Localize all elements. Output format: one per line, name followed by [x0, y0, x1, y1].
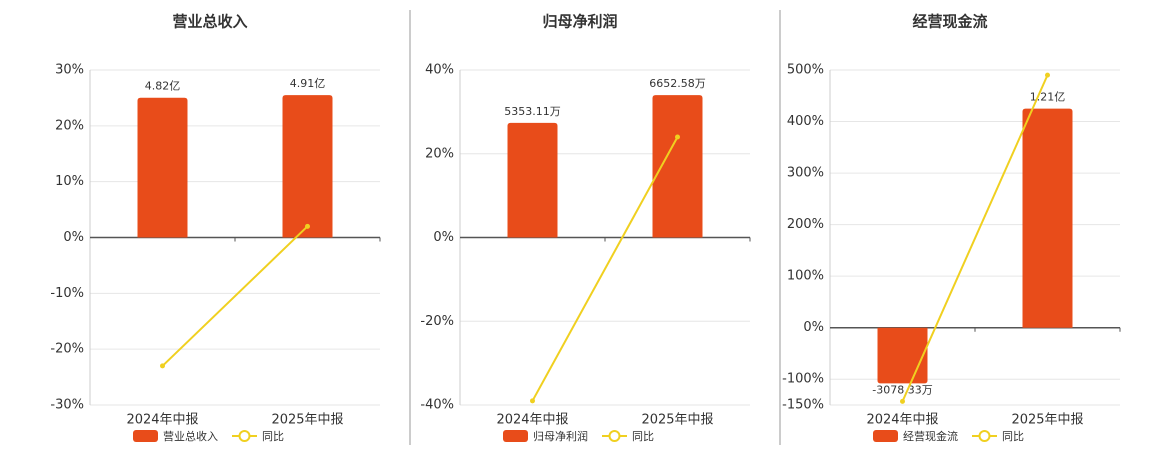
x-tick-label: 2025年中报 — [271, 413, 343, 428]
legend-marker — [608, 430, 621, 442]
y-tick-label: -150% — [782, 398, 824, 413]
point — [530, 398, 535, 404]
legend-swatch — [503, 430, 528, 442]
legend-marker — [978, 430, 991, 442]
y-tick-label: 0% — [803, 320, 824, 335]
point — [675, 134, 680, 140]
y-tick-label: 40% — [425, 63, 454, 78]
y-tick-label: -10% — [50, 286, 84, 301]
point — [305, 223, 310, 229]
legend-label: 同比 — [632, 430, 654, 443]
y-tick-label: 400% — [787, 114, 824, 129]
legend-label: 经营现金流 — [903, 429, 958, 443]
bar — [652, 95, 703, 238]
y-tick-label: 100% — [787, 269, 824, 284]
x-tick-label: 2024年中报 — [496, 413, 568, 428]
y-tick-label: 10% — [55, 174, 84, 189]
y-tick-label: 0% — [63, 230, 84, 245]
x-tick-label: 2024年中报 — [866, 413, 938, 428]
legend-label: 归母净利润 — [533, 429, 588, 443]
y-tick-label: 300% — [787, 166, 824, 181]
bar — [507, 122, 558, 238]
point — [900, 398, 905, 404]
legend-label: 营业总收入 — [163, 429, 218, 443]
y-tick-label: -30% — [50, 398, 84, 413]
y-tick-label: -20% — [420, 314, 454, 329]
chart-title: 经营现金流 — [912, 13, 987, 31]
x-tick-label: 2025年中报 — [641, 413, 713, 428]
x-tick-label: 2025年中报 — [1011, 413, 1083, 428]
point — [160, 363, 165, 369]
y-tick-label: 20% — [425, 146, 454, 161]
line — [531, 136, 679, 402]
chart-title: 归母净利润 — [542, 13, 617, 31]
value-label: 4.91亿 — [290, 77, 326, 90]
bar — [137, 97, 188, 238]
y-tick-label: 0% — [433, 230, 454, 245]
y-tick-label: -40% — [420, 398, 454, 413]
y-tick-label: 500% — [787, 63, 824, 78]
x-tick-label: 2024年中报 — [126, 413, 198, 428]
legend-label: 同比 — [1002, 430, 1024, 443]
chart-title: 营业总收入 — [172, 13, 247, 31]
value-label: -3078.33万 — [872, 383, 932, 396]
bar — [282, 95, 333, 238]
y-tick-label: -100% — [782, 372, 824, 387]
y-tick-label: 20% — [55, 118, 84, 133]
y-tick-label: 200% — [787, 217, 824, 232]
line — [161, 225, 309, 367]
legend-label: 同比 — [262, 430, 284, 443]
line — [901, 74, 1049, 402]
bar — [877, 327, 928, 384]
value-label: 4.82亿 — [145, 80, 181, 93]
y-tick-label: -20% — [50, 342, 84, 357]
bar — [1022, 108, 1073, 328]
legend-swatch — [873, 430, 898, 442]
legend-marker — [238, 430, 251, 442]
value-label: 6652.58万 — [649, 77, 706, 90]
point — [1045, 72, 1050, 78]
legend-swatch — [133, 430, 158, 442]
value-label: 5353.11万 — [504, 105, 561, 118]
y-tick-label: 30% — [55, 63, 84, 78]
